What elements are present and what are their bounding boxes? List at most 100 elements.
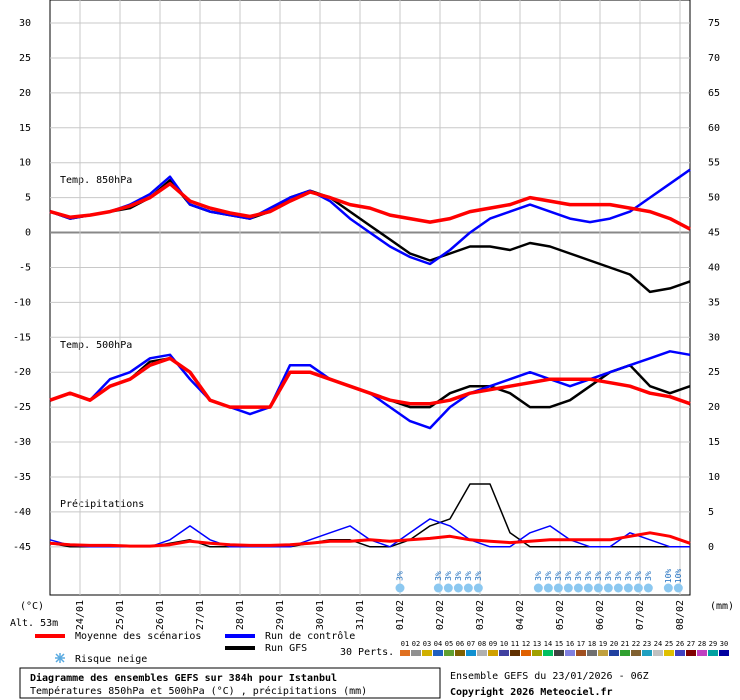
x-tick-label: 28/01 — [235, 600, 246, 630]
pert-swatch — [422, 650, 432, 656]
snow-label: 10% — [674, 569, 683, 584]
snow-marker — [543, 583, 553, 593]
pert-label: 05 — [445, 640, 453, 648]
y-tick-label: 25 — [19, 53, 31, 64]
series-line — [49, 181, 691, 231]
pert-label: 18 — [588, 640, 596, 648]
snow-label: 3% — [534, 571, 543, 581]
pert-swatch — [631, 650, 641, 656]
pert-label: 28 — [698, 640, 706, 648]
snow-label: 3% — [634, 571, 643, 581]
pert-label: 06 — [456, 640, 464, 648]
pert-swatch — [598, 650, 608, 656]
pert-swatch — [554, 650, 564, 656]
x-tick-label: 06/02 — [595, 600, 606, 630]
y2-tick-label: 55 — [708, 158, 720, 169]
pert-label: 21 — [621, 640, 629, 648]
pert-label: 09 — [489, 640, 497, 648]
panel-label: Temp. 850hPa — [60, 175, 132, 186]
snow-marker — [563, 583, 573, 593]
pert-label: 26 — [676, 640, 684, 648]
pert-label: 19 — [599, 640, 607, 648]
snow-marker — [553, 583, 563, 593]
x-tick-label: 02/02 — [435, 600, 446, 630]
x-tick-label: 05/02 — [555, 600, 566, 630]
pert-label: 08 — [478, 640, 486, 648]
snow-label: 3% — [564, 571, 573, 581]
legend-label: Run GFS — [265, 643, 307, 654]
y2-tick-label: 20 — [708, 402, 720, 413]
series-line — [49, 168, 691, 266]
altitude: Alt. 53m — [10, 618, 58, 629]
y-tick-label: -10 — [13, 297, 31, 308]
pert-swatch — [444, 650, 454, 656]
y2-tick-label: 25 — [708, 367, 720, 378]
snow-marker — [533, 583, 543, 593]
y2-tick-label: 40 — [708, 262, 720, 273]
snow-label: 3% — [554, 571, 563, 581]
x-tick-label: 07/02 — [635, 600, 646, 630]
pert-label: 01 — [401, 640, 409, 648]
pert-label: 11 — [511, 640, 519, 648]
x-tick-label: 25/01 — [115, 600, 126, 630]
snow-marker — [395, 583, 405, 593]
y-tick-label: -20 — [13, 367, 31, 378]
snow-marker — [633, 583, 643, 593]
pert-swatch — [411, 650, 421, 656]
snow-marker — [573, 583, 583, 593]
panel-label: Temp. 500hPa — [60, 340, 132, 351]
x-tick-label: 01/02 — [395, 600, 406, 630]
pert-swatch — [466, 650, 476, 656]
chart-title: Diagramme des ensembles GEFS sur 384h po… — [30, 672, 337, 684]
series-line — [49, 356, 691, 409]
y-tick-label: -25 — [13, 402, 31, 413]
snow-label: 3% — [594, 571, 603, 581]
y-tick-label: 30 — [19, 18, 31, 29]
pert-label: 23 — [643, 640, 651, 648]
panel-label: Précipitations — [60, 498, 144, 510]
snow-marker — [603, 583, 613, 593]
snow-label: 3% — [464, 571, 473, 581]
pert-label: 13 — [533, 640, 541, 648]
snow-icon — [55, 653, 65, 663]
snow-label: 10% — [664, 569, 673, 584]
y2-tick-label: 70 — [708, 53, 720, 64]
pert-swatch — [664, 650, 674, 656]
x-tick-label: 04/02 — [515, 600, 526, 630]
y-tick-label: -35 — [13, 472, 31, 483]
legend-label: Risque neige — [75, 654, 147, 665]
pert-swatch — [433, 650, 443, 656]
y-tick-label: -30 — [13, 437, 31, 448]
snow-marker — [453, 583, 463, 593]
snow-marker — [613, 583, 623, 593]
snow-marker — [473, 583, 483, 593]
pert-label: 16 — [566, 640, 574, 648]
pert-label: 20 — [610, 640, 618, 648]
x-tick-label: 26/01 — [155, 600, 166, 630]
y2-tick-label: 60 — [708, 123, 720, 134]
x-tick-label: 08/02 — [675, 600, 686, 630]
pert-swatch — [565, 650, 575, 656]
y2-tick-label: 35 — [708, 297, 720, 308]
pert-label: 03 — [423, 640, 431, 648]
y2-tick-label: 15 — [708, 437, 720, 448]
snow-label: 3% — [644, 571, 653, 581]
run-info: Ensemble GEFS du 23/01/2026 - 06Z — [450, 671, 649, 682]
snow-label: 3% — [454, 571, 463, 581]
pert-label: 27 — [687, 640, 695, 648]
y2-tick-label: 10 — [708, 472, 720, 483]
x-tick-label: 29/01 — [275, 600, 286, 630]
pert-swatch — [532, 650, 542, 656]
pert-label: 22 — [632, 640, 640, 648]
snow-label: 3% — [624, 571, 633, 581]
snow-label: 3% — [544, 571, 553, 581]
pert-swatch — [477, 650, 487, 656]
pert-label: 12 — [522, 640, 530, 648]
snow-marker — [433, 583, 443, 593]
snow-label: 3% — [584, 571, 593, 581]
y-tick-label: 5 — [25, 193, 31, 204]
snow-label: 3% — [434, 571, 443, 581]
x-tick-label: 31/01 — [355, 600, 366, 630]
y-unit: (°C) — [20, 601, 44, 612]
